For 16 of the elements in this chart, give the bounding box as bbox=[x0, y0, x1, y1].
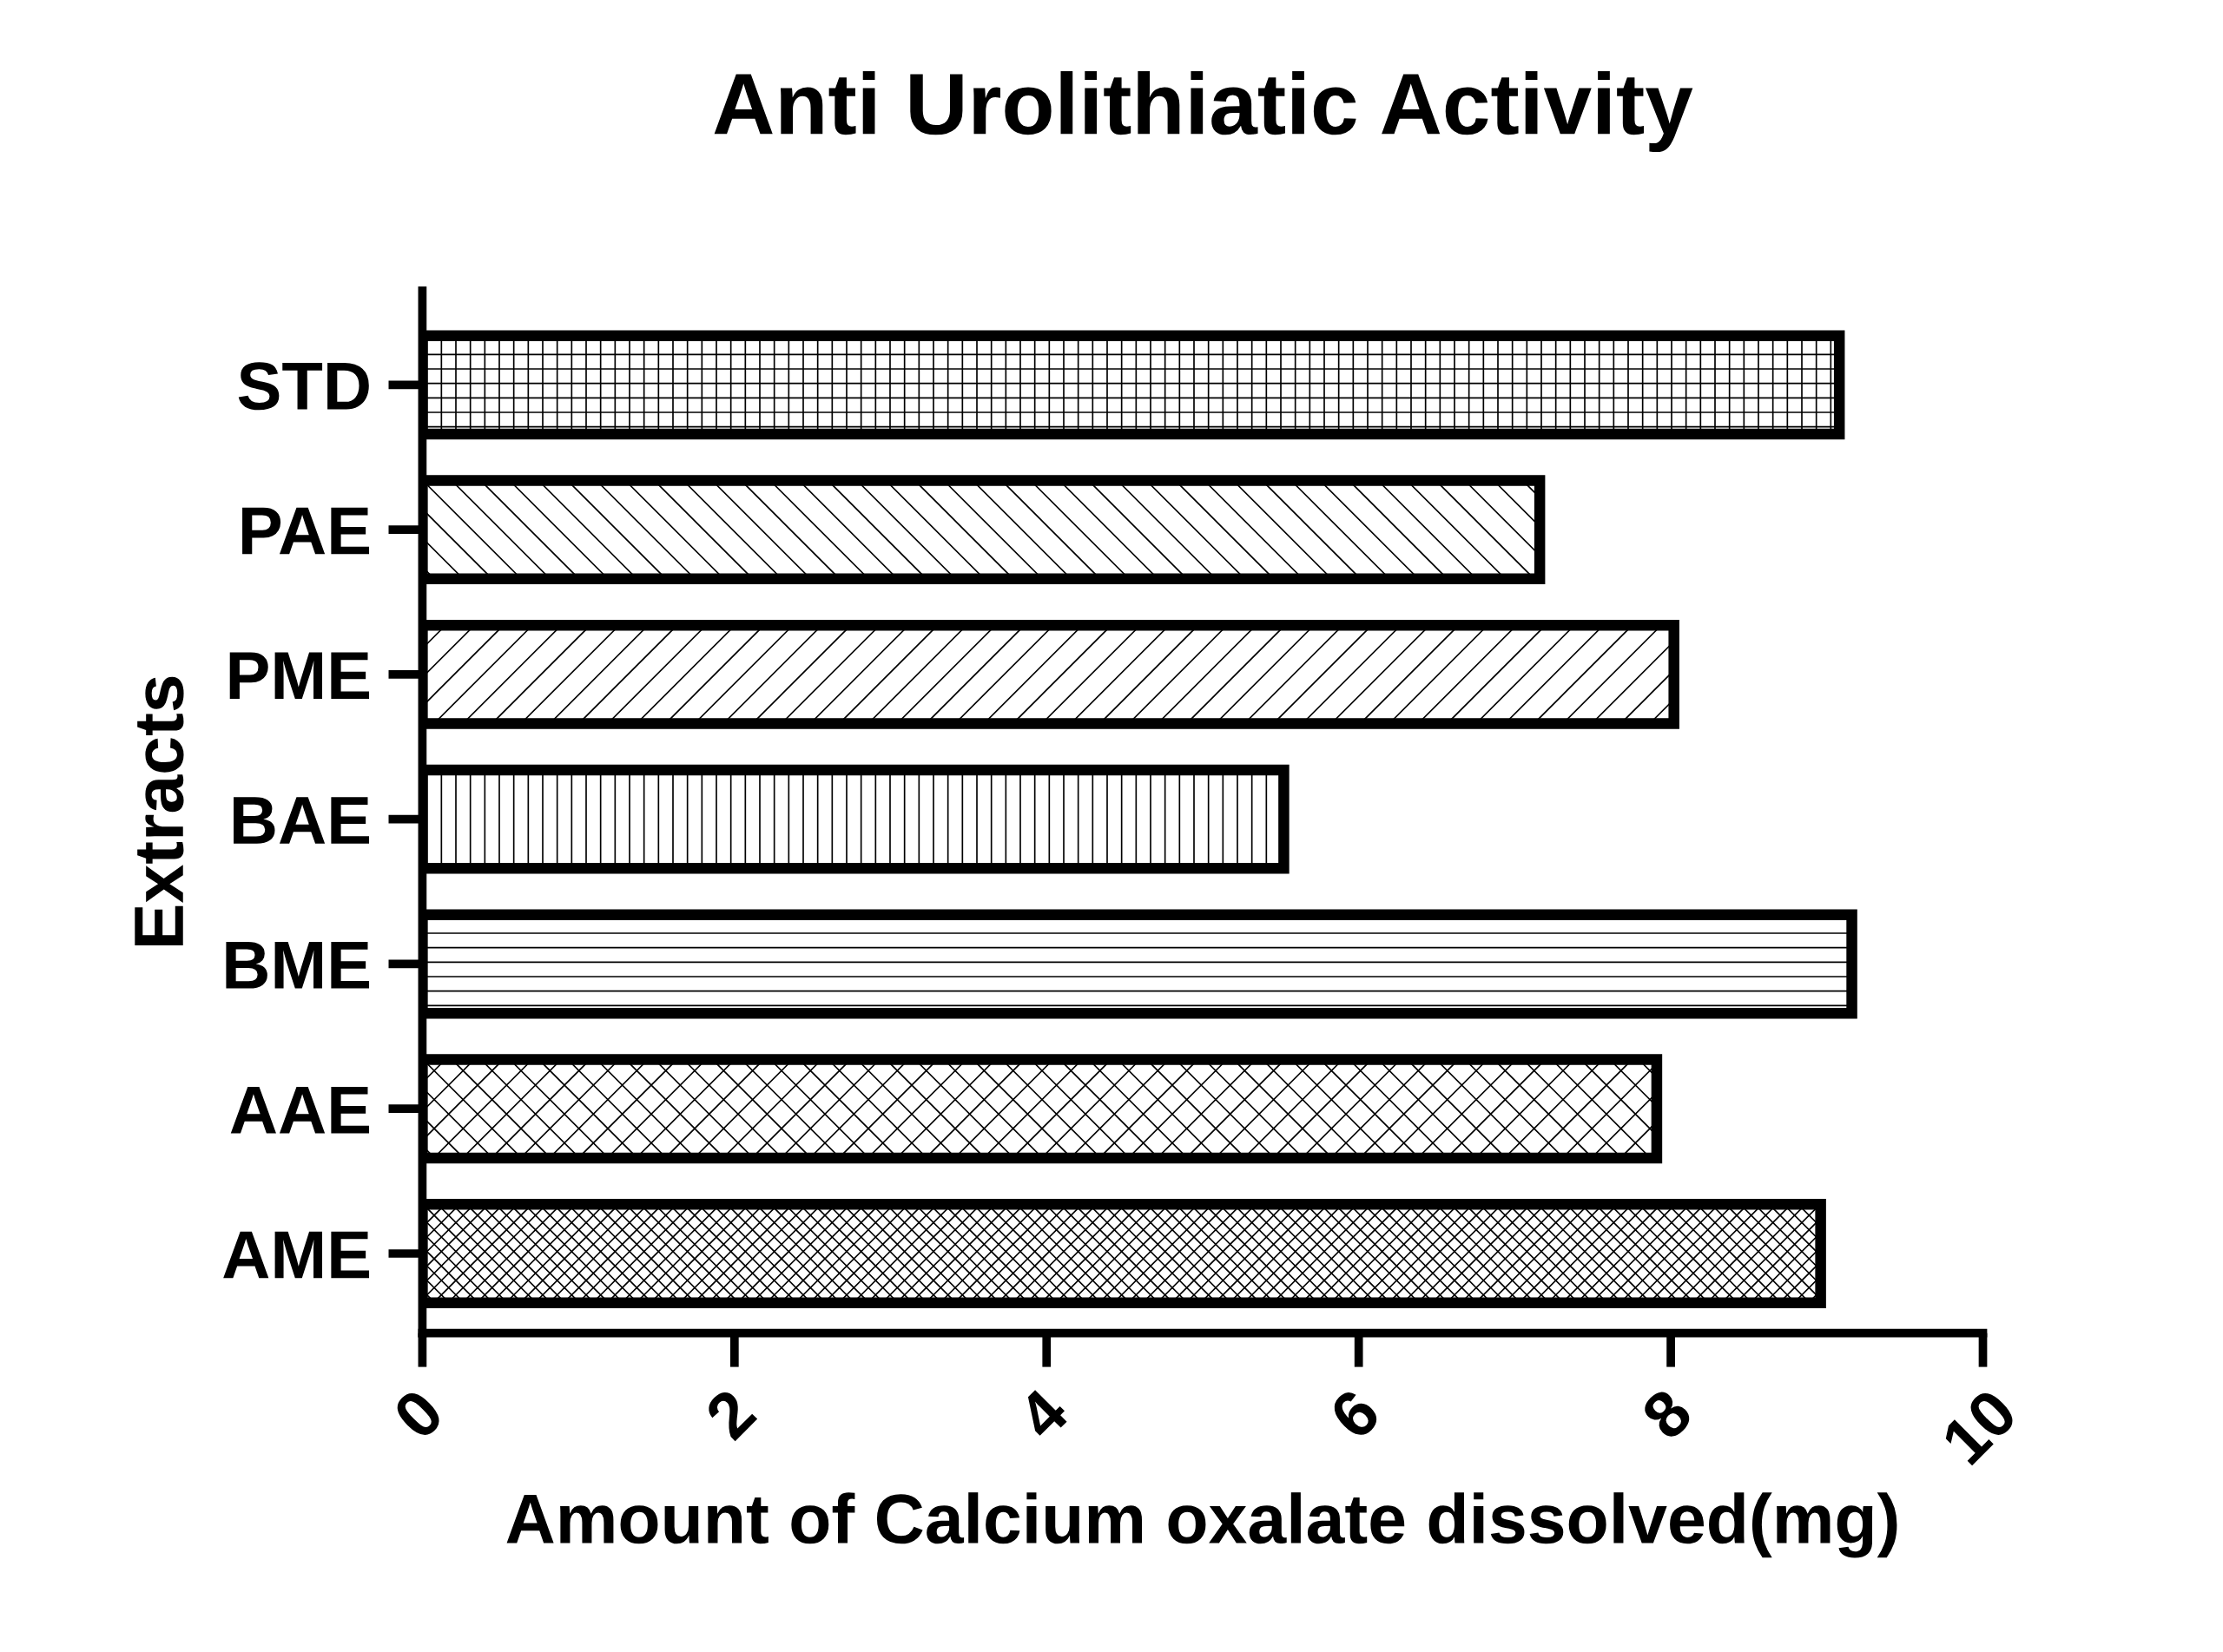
x-axis-title: Amount of Calcium oxalate dissolved(mg) bbox=[506, 1492, 1897, 1558]
x-tick-label: 4 bbox=[1014, 1385, 1072, 1443]
x-tick-label: 8 bbox=[1639, 1386, 1695, 1442]
y-tick-label: BME bbox=[226, 942, 370, 989]
y-tick-label: PME bbox=[229, 652, 370, 700]
x-tick-label: 6 bbox=[1327, 1386, 1382, 1442]
y-tick-label: AME bbox=[223, 1231, 370, 1279]
chart-title: Anti Urolithiatic Activity bbox=[714, 70, 1693, 153]
y-tick-label: PAE bbox=[242, 507, 370, 555]
y-tick-label: STD bbox=[238, 362, 369, 411]
y-tick-label: AAE bbox=[230, 1086, 370, 1134]
x-tick-label: 0 bbox=[391, 1386, 446, 1442]
x-tick-label: 10 bbox=[1940, 1386, 2020, 1466]
y-axis-title: Extracts bbox=[135, 676, 184, 945]
y-tick-label: BAE bbox=[234, 797, 370, 844]
x-tick-label: 2 bbox=[703, 1386, 758, 1442]
